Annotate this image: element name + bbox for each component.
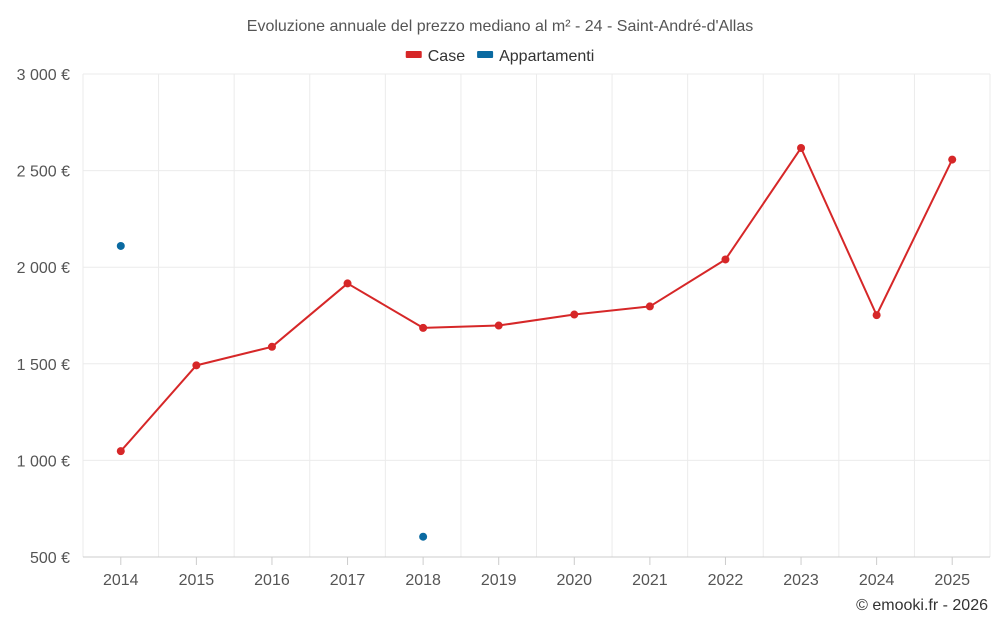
legend-swatch-case	[405, 51, 422, 58]
x-tick-label: 2024	[859, 572, 895, 589]
data-point-case-2022	[721, 255, 730, 264]
data-point-appartamenti-2018	[419, 532, 428, 541]
data-point-case-2018	[419, 323, 428, 332]
y-tick-label: 3 000 €	[17, 67, 70, 84]
data-point-case-2015	[192, 361, 201, 370]
x-tick-label: 2014	[103, 572, 139, 589]
y-tick-label: 1 000 €	[17, 453, 70, 470]
series-line-case	[120, 146, 954, 452]
x-tick-label: 2021	[632, 572, 668, 589]
x-tick-label: 2025	[934, 572, 970, 589]
data-point-case-2024	[872, 311, 881, 320]
data-point-case-2017	[343, 279, 352, 288]
chart-title: Evoluzione annuale del prezzo mediano al…	[247, 18, 753, 35]
data-point-case-2016	[267, 342, 276, 351]
x-tick-label: 2019	[481, 572, 517, 589]
series-appartamenti	[116, 241, 428, 541]
series	[116, 143, 957, 541]
data-point-appartamenti-2014	[116, 241, 125, 250]
grid	[82, 73, 991, 557]
data-point-case-2019	[494, 321, 503, 330]
data-point-case-2021	[645, 302, 654, 311]
x-tick-label: 2015	[179, 572, 215, 589]
legend-label-appartamenti: Appartamenti	[499, 48, 594, 65]
data-point-case-2025	[948, 155, 957, 164]
y-tick-label: 2 500 €	[17, 164, 70, 181]
y-axis: 500 € 1 000 € 1 500 € 2 000 € 2 500 € 3 000 €	[17, 67, 70, 567]
series-case	[116, 143, 957, 456]
credit-text: © emooki.fr - 2026	[856, 597, 988, 614]
legend-label-case: Case	[428, 48, 465, 65]
x-tick-label: 2023	[783, 572, 819, 589]
y-tick-label: 1 500 €	[17, 357, 70, 374]
x-tick-label: 2016	[254, 572, 290, 589]
x-tick-label: 2020	[556, 572, 592, 589]
data-point-case-2020	[570, 310, 579, 319]
y-tick-label: 2 000 €	[17, 260, 70, 277]
legend: Case Appartamenti	[405, 48, 594, 65]
x-axis: 2014 2015 2016 2017 2018 2019 2020 2021 2022 2023…	[83, 556, 990, 589]
y-tick-label: 500 €	[30, 550, 70, 567]
data-point-case-2023	[797, 143, 806, 152]
x-tick-label: 2022	[708, 572, 744, 589]
data-point-case-2014	[116, 447, 125, 456]
legend-swatch-appartamenti	[477, 51, 494, 58]
x-tick-label: 2018	[405, 572, 441, 589]
x-tick-label: 2017	[330, 572, 366, 589]
